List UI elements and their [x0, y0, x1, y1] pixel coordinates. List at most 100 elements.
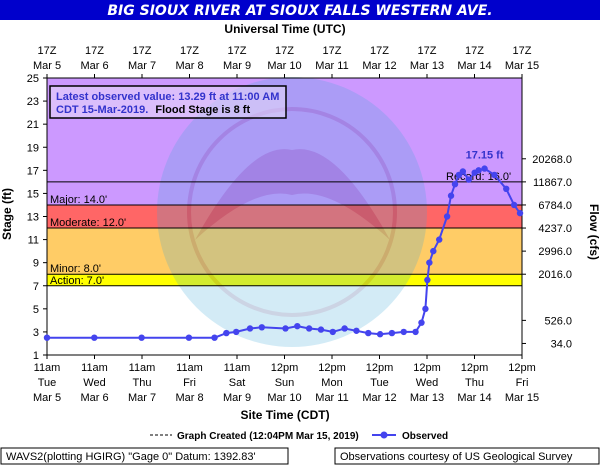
noaa-watermark	[157, 77, 427, 347]
bottom-tick-time: 12pm	[461, 362, 489, 374]
right-tick-label: 6784.0	[538, 200, 572, 212]
observed-point	[443, 213, 451, 220]
left-tick-label: 21	[27, 119, 39, 131]
top-axis-ticks: 17Z Mar 5 17Z Mar 6 17Z Mar 7 17Z Mar 8 17Z Mar 9…	[33, 45, 539, 78]
bottom-tick-day: Tue	[38, 377, 57, 389]
top-tick-date: Mar 11	[315, 60, 348, 72]
band-minor	[47, 274, 522, 286]
latest-value-box-frame	[49, 85, 287, 119]
bottom-tick-date: Mar 7	[128, 392, 156, 404]
top-tick-date: Mar 8	[175, 60, 203, 72]
latest-value-line1: Latest observed value: 13.29 ft at 11:00…	[56, 91, 279, 103]
bottom-tick-date: Mar 10	[267, 392, 301, 404]
bottom-tick-time: 11am	[176, 362, 203, 374]
latest-value-box: Latest observed value: 13.29 ft at 11:00…	[49, 85, 287, 119]
band-record	[47, 181, 522, 205]
top-axis-title: Universal Time (UTC)	[224, 22, 345, 36]
latest-value-line2: CDT 15-Mar-2019. Flood Stage is 8 ft	[56, 104, 250, 116]
chart-title: BIG SIOUX RIVER AT SIOUX FALLS WESTERN A…	[107, 3, 492, 19]
left-tick-label: 1	[33, 350, 39, 362]
top-tick-hour: 17Z	[133, 45, 152, 57]
right-tick-label: 20268.0	[532, 154, 572, 166]
footer-source-text: Observations courtesy of US Geological S…	[340, 451, 573, 463]
bottom-tick-time: 12pm	[366, 362, 394, 374]
left-tick-label: 23	[27, 96, 39, 108]
top-tick-date: Mar 7	[128, 60, 156, 72]
top-tick-hour: 17Z	[85, 45, 104, 57]
observed-series-line	[47, 167, 521, 339]
bottom-tick-date: Mar 14	[457, 392, 491, 404]
bottom-tick-day: Wed	[416, 377, 438, 389]
top-tick-date: Mar 12	[362, 60, 396, 72]
top-tick-date: Mar 14	[457, 60, 491, 72]
observed-point	[412, 328, 419, 336]
observed-point	[246, 325, 254, 332]
footer-datum-text: WAVS2(plotting HGIRG) "Gage 0" Datum: 13…	[6, 451, 256, 463]
observed-point	[317, 326, 325, 333]
left-tick-label: 17	[27, 165, 39, 177]
observed-point	[491, 171, 498, 179]
bottom-tick-date: Mar 9	[223, 392, 251, 404]
right-axis-title: Flow (cfs)	[587, 204, 600, 260]
observed-point	[388, 329, 396, 337]
bottom-tick-time: 12pm	[508, 362, 536, 374]
latest-value-date: CDT 15-Mar-2019.	[56, 104, 148, 116]
bottom-tick-time: 12pm	[271, 362, 299, 374]
left-tick-label: 11	[28, 235, 39, 247]
observed-point	[436, 236, 443, 243]
observed-point	[329, 328, 336, 336]
top-tick-date: Mar 6	[80, 60, 108, 72]
observed-point	[475, 167, 482, 174]
band-major	[47, 204, 522, 229]
right-tick-label: 2016.0	[538, 269, 572, 281]
top-tick-date: Mar 13	[410, 60, 444, 72]
observed-point	[426, 259, 433, 266]
observed-point	[376, 331, 384, 338]
bottom-tick-time: 11am	[129, 362, 156, 374]
bottom-tick-time: 12pm	[413, 362, 441, 374]
observed-point	[503, 185, 510, 192]
left-tick-label: 3	[33, 327, 39, 339]
bottom-tick-day: Sun	[275, 377, 295, 389]
left-tick-label: 15	[27, 188, 39, 200]
observed-point	[233, 328, 240, 336]
left-axis-title: Stage (ft)	[0, 188, 14, 240]
top-tick-date: Mar 9	[223, 60, 251, 72]
noaa-seal-disc	[157, 77, 427, 347]
title-bar: BIG SIOUX RIVER AT SIOUX FALLS WESTERN A…	[0, 0, 600, 20]
observed-point	[400, 328, 407, 336]
top-tick-date: Mar 15	[505, 60, 539, 72]
observed-point	[211, 334, 218, 341]
observed-point	[510, 201, 518, 209]
top-tick-hour: 17Z	[180, 45, 199, 57]
observed-point	[223, 329, 230, 337]
bottom-tick-date: Mar 13	[410, 392, 444, 404]
top-tick-hour: 17Z	[513, 45, 532, 57]
footer-right-box	[334, 447, 600, 465]
observed-point	[424, 276, 431, 284]
observed-point	[43, 334, 51, 341]
bottom-tick-day: Mon	[321, 377, 342, 389]
right-tick-label: 11867.0	[533, 177, 572, 189]
title-bar-background	[0, 0, 600, 20]
observed-point	[365, 329, 372, 337]
bottom-tick-day: Thu	[133, 377, 152, 389]
left-tick-label: 25	[27, 73, 39, 85]
observed-point	[185, 334, 193, 341]
observed-point	[430, 247, 437, 255]
bottom-tick-time: 12pm	[318, 362, 346, 374]
bottom-axis-title: Site Time (CDT)	[240, 408, 329, 422]
observed-point	[516, 209, 524, 217]
category-label-moderate: Moderate: 12.0'	[50, 217, 126, 229]
observed-point	[258, 324, 266, 331]
noaa-seal-ring	[187, 107, 397, 317]
observed-point	[305, 325, 313, 332]
bottom-tick-time: 11am	[81, 362, 108, 374]
left-tick-label: 19	[27, 142, 39, 154]
bottom-tick-day: Fri	[183, 377, 196, 389]
top-tick-hour: 17Z	[275, 45, 294, 57]
legend-graph-created-label: Graph Created (12:04PM Mar 15, 2019)	[177, 431, 359, 442]
observed-point	[294, 322, 301, 330]
